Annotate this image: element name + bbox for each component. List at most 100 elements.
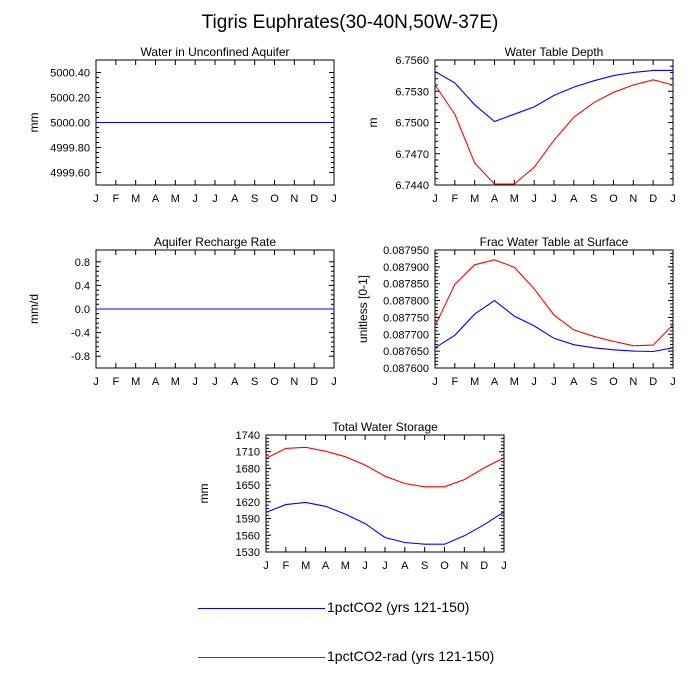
x-tick-label: S bbox=[251, 376, 258, 388]
y-tick-label: 6.7530 bbox=[395, 86, 429, 98]
chart-frac-water-table: Frac Water Table at Surface unitless [0-1… bbox=[356, 235, 676, 388]
x-tick-label: O bbox=[270, 376, 279, 388]
x-tick-label: A bbox=[152, 376, 160, 388]
y-tick-label: 5000.40 bbox=[50, 68, 90, 80]
x-tick-label: A bbox=[570, 193, 578, 205]
series-line-1pctco2-rad-yrs-121-150 bbox=[434, 259, 674, 347]
y-tick-label: -0.8 bbox=[71, 351, 90, 363]
chart-title: Frac Water Table at Surface bbox=[480, 235, 629, 249]
y-tick-label: 0.0 bbox=[75, 304, 90, 316]
x-tick-label: A bbox=[570, 376, 578, 388]
x-tick-label: F bbox=[451, 193, 458, 205]
x-tick-label: J bbox=[531, 376, 537, 388]
x-tick-label: S bbox=[590, 376, 597, 388]
x-tick-label: A bbox=[401, 560, 409, 572]
x-tick-label: A bbox=[152, 193, 160, 205]
x-tick-label: M bbox=[131, 193, 140, 205]
x-tick-label: J bbox=[432, 193, 438, 205]
y-tick-label: 6.7470 bbox=[395, 149, 429, 161]
plot-frame bbox=[265, 434, 505, 553]
series-line-1pctco2-yrs-121-150 bbox=[434, 69, 673, 123]
x-tick-label: J bbox=[192, 376, 198, 388]
y-tick-label: 1530 bbox=[236, 547, 260, 559]
series-line-1pctco2-rad-yrs-121-150 bbox=[265, 446, 505, 488]
x-tick-label: J bbox=[382, 560, 388, 572]
x-tick-label: A bbox=[322, 560, 330, 572]
y-axis-label: mm bbox=[27, 113, 41, 133]
y-tick-label: 0.087850 bbox=[383, 279, 429, 291]
y-tick-label: 1560 bbox=[236, 530, 260, 542]
x-tick-label: J bbox=[331, 193, 337, 205]
chart-title: Total Water Storage bbox=[332, 420, 438, 434]
x-tick-label: F bbox=[451, 376, 458, 388]
x-tick-label: F bbox=[282, 560, 289, 572]
x-tick-label: O bbox=[609, 376, 618, 388]
x-tick-label: J bbox=[551, 376, 557, 388]
y-tick-label: 0.087650 bbox=[383, 346, 429, 358]
x-tick-label: M bbox=[131, 376, 140, 388]
y-axis-label: unitless [0-1] bbox=[356, 275, 370, 343]
chart-title: Aquifer Recharge Rate bbox=[154, 235, 276, 249]
x-tick-label: N bbox=[460, 560, 468, 572]
y-tick-label: 1710 bbox=[236, 447, 260, 459]
x-tick-label: A bbox=[491, 193, 499, 205]
y-tick-label: 6.7560 bbox=[395, 55, 429, 67]
x-tick-label: S bbox=[590, 193, 597, 205]
y-tick-label: 5000.00 bbox=[50, 118, 90, 130]
y-tick-label: 6.7500 bbox=[395, 118, 429, 130]
y-tick-label: 0.087600 bbox=[383, 363, 429, 375]
y-tick-label: 5000.20 bbox=[50, 93, 90, 105]
chart-title: Water in Unconfined Aquifer bbox=[141, 45, 290, 59]
y-tick-label: 4999.60 bbox=[50, 168, 90, 180]
series-line-1pctco2-rad-yrs-121-150 bbox=[434, 79, 674, 185]
x-tick-label: N bbox=[290, 193, 298, 205]
y-tick-label: 0.8 bbox=[75, 257, 90, 269]
y-tick-label: 0.087950 bbox=[383, 245, 429, 257]
x-tick-label: J bbox=[501, 560, 507, 572]
x-tick-label: A bbox=[231, 193, 239, 205]
y-axis-label: mm/d bbox=[27, 294, 41, 324]
x-tick-label: J bbox=[93, 193, 99, 205]
x-tick-label: J bbox=[212, 376, 218, 388]
x-tick-label: A bbox=[231, 376, 239, 388]
x-tick-label: J bbox=[192, 193, 198, 205]
series-line-1pctco2-yrs-121-150 bbox=[265, 501, 505, 545]
x-tick-label: D bbox=[310, 193, 318, 205]
x-tick-label: M bbox=[470, 193, 479, 205]
x-tick-label: O bbox=[270, 193, 279, 205]
y-tick-label: 1590 bbox=[236, 514, 260, 526]
y-tick-label: 1740 bbox=[236, 430, 260, 442]
x-tick-label: D bbox=[480, 560, 488, 572]
y-tick-label: 0.087700 bbox=[383, 329, 429, 341]
y-tick-label: -0.4 bbox=[71, 328, 90, 340]
plot-frame bbox=[434, 59, 674, 186]
x-tick-label: N bbox=[290, 376, 298, 388]
x-tick-label: J bbox=[331, 376, 337, 388]
y-axis-label: m bbox=[366, 118, 380, 128]
x-tick-label: M bbox=[341, 560, 350, 572]
x-tick-label: F bbox=[112, 376, 119, 388]
x-tick-label: M bbox=[171, 376, 180, 388]
y-tick-label: 1650 bbox=[236, 480, 260, 492]
x-tick-label: J bbox=[551, 193, 557, 205]
x-tick-label: J bbox=[212, 193, 218, 205]
y-tick-label: 1620 bbox=[236, 497, 260, 509]
plot-frame bbox=[434, 249, 674, 369]
y-tick-label: 1680 bbox=[236, 463, 260, 475]
x-tick-label: M bbox=[470, 376, 479, 388]
x-tick-label: A bbox=[491, 376, 499, 388]
y-tick-label: 0.087900 bbox=[383, 262, 429, 274]
x-tick-label: O bbox=[609, 193, 618, 205]
x-tick-label: J bbox=[531, 193, 537, 205]
x-tick-label: J bbox=[432, 376, 438, 388]
figure-title: Tigris Euphrates(30-40N,50W-37E) bbox=[201, 12, 499, 33]
x-tick-label: J bbox=[670, 376, 676, 388]
x-tick-label: S bbox=[421, 560, 428, 572]
series-line-1pctco2-yrs-121-150 bbox=[434, 299, 674, 353]
x-tick-label: D bbox=[649, 193, 657, 205]
x-tick-label: J bbox=[670, 193, 676, 205]
